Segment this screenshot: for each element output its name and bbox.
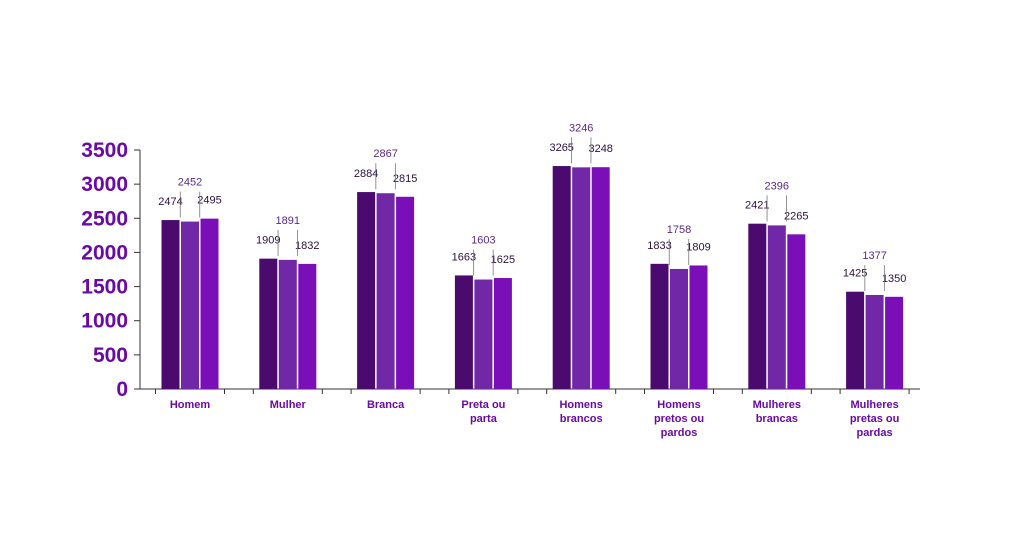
bar <box>298 263 317 389</box>
bar <box>767 225 786 389</box>
data-label: 1809 <box>686 241 710 253</box>
bar <box>493 278 512 389</box>
x-category-label: Preta ou parta <box>461 399 505 425</box>
y-tick-label: 2500 <box>81 207 128 230</box>
data-label: 2452 <box>178 177 202 189</box>
bar <box>865 294 884 389</box>
y-tick-label: 3500 <box>81 139 128 162</box>
bars <box>161 166 904 389</box>
bar <box>689 265 708 389</box>
y-tick-label: 0 <box>116 378 128 401</box>
y-tick-label: 3000 <box>81 173 128 196</box>
bar <box>454 275 473 389</box>
y-tick-label: 2000 <box>81 241 128 264</box>
data-label: 1758 <box>667 224 691 236</box>
bar <box>181 221 199 389</box>
x-category-label: Homem <box>170 399 211 411</box>
data-label: 1832 <box>295 240 319 252</box>
bar <box>670 268 688 389</box>
bar <box>846 291 865 389</box>
bar <box>748 223 767 389</box>
data-labels: 2474 2452 2495 1909 1891 1832 2884 2867 2815 1663… <box>158 122 906 291</box>
y-tick-label: 1500 <box>81 276 128 299</box>
data-label: 2396 <box>765 180 789 192</box>
data-label: 2884 <box>354 168 378 180</box>
data-label: 1425 <box>843 268 867 280</box>
category-labels: Homem Mulher Branca Preta ou parta Homens bran… <box>170 399 900 439</box>
bar <box>200 218 219 389</box>
data-label: 2421 <box>745 200 769 212</box>
y-axis: 0 500 1000 1500 2000 2500 3000 3500 <box>81 139 141 401</box>
x-category-label: Mulher <box>270 399 307 411</box>
x-category-label: Branca <box>367 399 405 411</box>
x-category-label: Homens brancos <box>559 399 602 425</box>
data-label: 1603 <box>471 235 495 247</box>
y-tick-label: 1000 <box>81 310 128 333</box>
bar <box>650 263 669 389</box>
x-axis <box>140 388 920 394</box>
x-category-label: Mulheres brancas <box>753 399 801 425</box>
data-label: 3265 <box>549 142 573 154</box>
bar <box>357 192 376 389</box>
bar <box>787 234 806 389</box>
bar <box>474 279 493 389</box>
data-label: 1625 <box>491 254 515 266</box>
data-label: 1377 <box>862 250 886 262</box>
bar <box>591 167 610 389</box>
data-label: 2265 <box>784 210 808 222</box>
data-label: 1350 <box>882 273 906 285</box>
x-category-label: Homens pretos ou pardos <box>654 399 704 439</box>
bar <box>885 296 904 389</box>
bar <box>278 259 297 389</box>
data-label: 3248 <box>588 143 612 155</box>
bar <box>552 166 571 389</box>
data-label: 1663 <box>452 251 476 263</box>
bar <box>161 220 180 389</box>
data-label: 2474 <box>158 196 182 208</box>
x-category-label: Mulheres pretas ou pardas <box>850 399 900 439</box>
data-label: 2815 <box>393 173 417 185</box>
bar <box>572 167 591 389</box>
y-tick-label: 500 <box>93 344 128 367</box>
data-label: 2495 <box>197 195 221 207</box>
data-label: 1909 <box>256 235 280 247</box>
bar <box>376 193 395 389</box>
data-label: 3246 <box>569 122 593 134</box>
data-label: 2867 <box>373 148 397 160</box>
data-label: 1833 <box>647 240 671 252</box>
bar <box>259 258 278 389</box>
data-label: 1891 <box>276 215 300 227</box>
bar <box>396 196 415 389</box>
